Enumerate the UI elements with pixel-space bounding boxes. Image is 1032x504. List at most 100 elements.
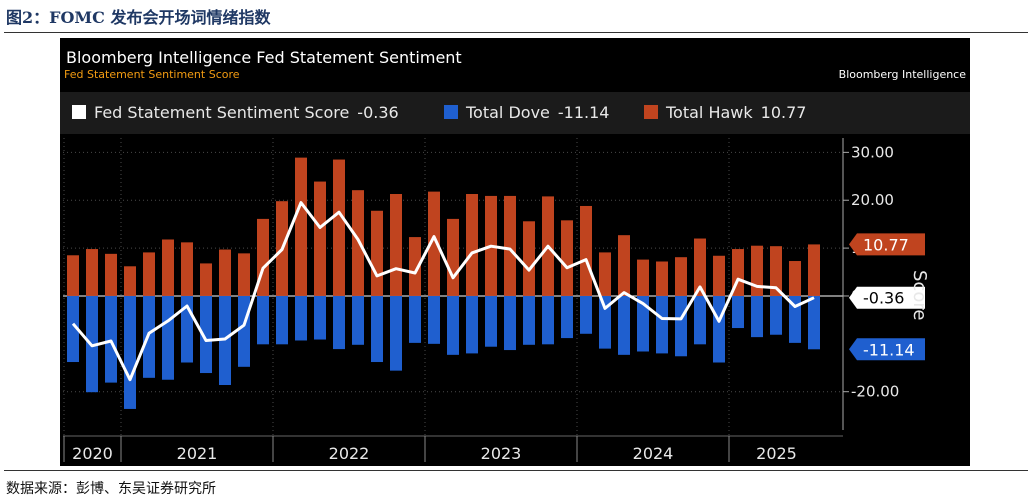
dove-bar [732,295,744,329]
dove-bar [409,295,421,343]
hawk-bar [143,252,155,296]
dove-bar [770,295,782,335]
x-tick-label: 2025 [756,444,797,463]
chart-subtitle: Fed Statement Sentiment Score [64,68,240,81]
x-tick-label: 2020 [72,444,113,463]
dove-bar [713,295,725,363]
end-value-tag [849,233,925,256]
legend: Fed Statement Sentiment Score -0.36 Total… [60,92,970,134]
end-value-label: 10.77 [863,235,909,254]
brand-label: Bloomberg Intelligence [838,68,966,81]
x-tick-label: 2022 [329,444,370,463]
hawk-bar [409,237,421,296]
dove-bar [789,295,801,343]
hawk-bar [523,221,535,296]
hawk-bar [333,159,345,296]
dove-bar [656,295,668,354]
y-tick-label: -20.00 [851,383,899,401]
hawk-bar [751,245,763,296]
dove-bar [694,295,706,345]
hawk-bar [713,255,725,296]
legend-item-dove: Total Dove -11.14 [444,103,609,122]
dove-bar [257,295,269,345]
score-line [71,201,815,382]
hawk-bar [618,235,630,296]
hawk-bar [808,244,820,296]
y-axis-title: Score [909,270,930,321]
dove-bar [371,295,383,363]
dove-bar [295,295,307,341]
dove-bar [238,295,250,367]
dove-bar [105,295,117,383]
hawk-bar [67,255,79,296]
legend-label-dove: Total Dove [466,103,550,122]
dove-bar [200,295,212,374]
hawk-bar [162,239,174,296]
hawk-bar [466,194,478,296]
hawk-bar [694,238,706,296]
legend-value-dove: -11.14 [557,103,610,122]
dove-bar [162,295,174,380]
hawk-bar [124,266,136,296]
legend-label-score: Fed Statement Sentiment Score [94,103,350,122]
hawk-bar [200,263,212,296]
dove-bar [314,295,326,340]
figure-title: 图2：FOMC 发布会开场词情绪指数 [6,8,271,27]
hawk-bar [352,190,364,296]
hawk-bar [637,259,649,296]
y-tick-label: 30.00 [851,143,894,161]
hawk-bar [86,249,98,296]
legend-swatch-hawk [644,105,658,119]
dove-bar [428,295,440,344]
y-tick-label: 20.00 [851,191,894,209]
dove-bar [276,295,288,345]
dove-bar [504,295,516,351]
hawk-bar [238,253,250,296]
dove-bar [561,295,573,339]
legend-swatch-dove [444,105,458,119]
legend-value-score: -0.36 [357,103,399,122]
dove-bar [485,295,497,347]
hawk-bar [675,257,687,296]
dove-bar [67,295,79,363]
dove-bar [599,295,611,349]
bottom-rule [4,470,1028,471]
hawk-bar [504,195,516,296]
hawk-bar [390,194,402,296]
dove-bar [333,295,345,350]
end-value-label: -11.14 [863,340,915,359]
end-value-tag [849,286,925,309]
hawk-bar [561,220,573,296]
dove-bar [542,295,554,345]
dove-bar [466,295,478,354]
x-tick-label: 2021 [177,444,218,463]
hawk-bar [181,242,193,296]
hawk-bar [580,205,592,296]
hawk-bar [428,191,440,296]
legend-label-hawk: Total Hawk [666,103,753,122]
hawk-bar [314,181,326,296]
hawk-bar [371,210,383,296]
dove-bar [523,295,535,345]
legend-swatch-score [72,105,86,119]
hawk-bar [219,249,231,296]
chart-plot: 30.0020.0010.000.00-20.0010.77-0.36-11.1… [63,138,925,463]
dove-bar [352,295,364,345]
dove-bar [637,295,649,352]
dove-bar [808,295,820,350]
dove-bar [447,295,459,355]
dove-bar [124,295,136,409]
hawk-bar [599,252,611,296]
legend-value-hawk: 10.77 [760,103,807,122]
top-rule [4,32,1028,33]
legend-item-score: Fed Statement Sentiment Score -0.36 [72,103,399,122]
hawk-bar [105,253,117,296]
source-note: 数据来源：彭博、东吴证券研究所 [6,481,216,497]
dove-bar [618,295,630,355]
hawk-bar [447,218,459,296]
end-value-label: -0.36 [863,289,904,308]
dove-bar [390,295,402,371]
end-value-tag [849,338,925,361]
dove-bar [675,295,687,357]
chart-title: Bloomberg Intelligence Fed Statement Sen… [66,48,462,67]
